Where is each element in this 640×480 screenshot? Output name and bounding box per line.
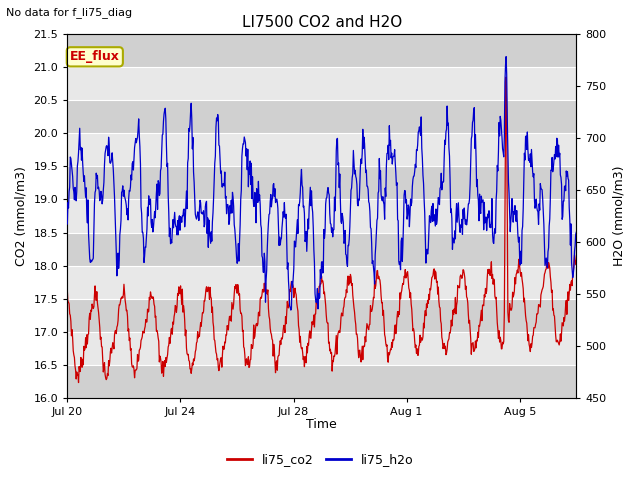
Bar xyxy=(67,232,576,265)
Bar xyxy=(67,299,576,332)
Bar xyxy=(67,34,576,67)
Bar xyxy=(67,167,576,199)
X-axis label: Time: Time xyxy=(307,419,337,432)
Bar xyxy=(67,365,576,398)
Legend: li75_co2, li75_h2o: li75_co2, li75_h2o xyxy=(221,448,419,471)
Text: No data for f_li75_diag: No data for f_li75_diag xyxy=(6,7,132,18)
Title: LI7500 CO2 and H2O: LI7500 CO2 and H2O xyxy=(242,15,402,30)
Text: EE_flux: EE_flux xyxy=(70,50,120,63)
Bar xyxy=(67,100,576,133)
Y-axis label: H2O (mmol/m3): H2O (mmol/m3) xyxy=(612,166,625,266)
Y-axis label: CO2 (mmol/m3): CO2 (mmol/m3) xyxy=(15,166,28,266)
